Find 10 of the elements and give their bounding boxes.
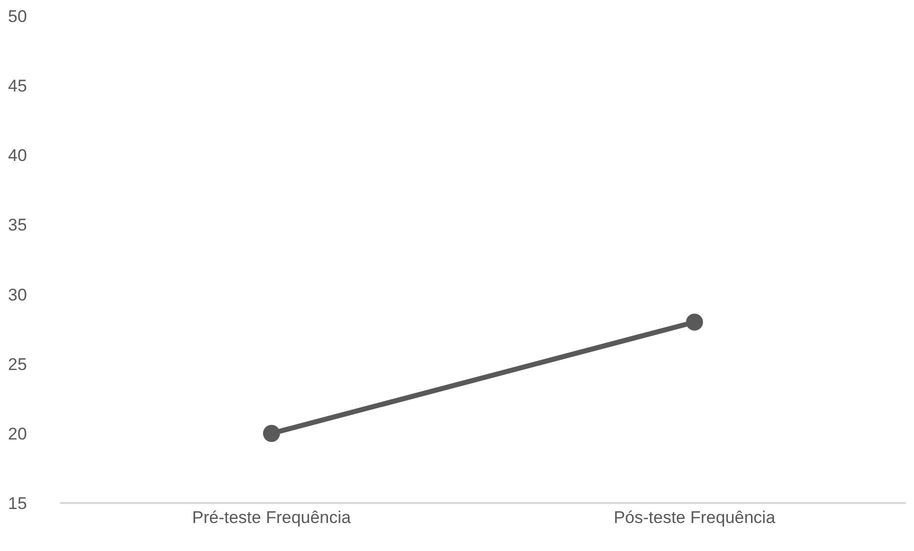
y-tick-label: 20: [8, 424, 27, 444]
x-tick-label: Pré-teste Frequência: [192, 508, 352, 528]
y-tick-label: 50: [8, 7, 27, 26]
y-tick-label: 30: [8, 285, 27, 304]
y-tick-label: 15: [8, 494, 27, 514]
y-tick-label: 35: [8, 216, 27, 235]
y-tick-label: 25: [8, 354, 27, 374]
y-tick-label: 40: [8, 146, 27, 166]
x-tick-label: Pós-teste Frequência: [614, 508, 776, 528]
y-tick-label: 45: [8, 76, 27, 96]
